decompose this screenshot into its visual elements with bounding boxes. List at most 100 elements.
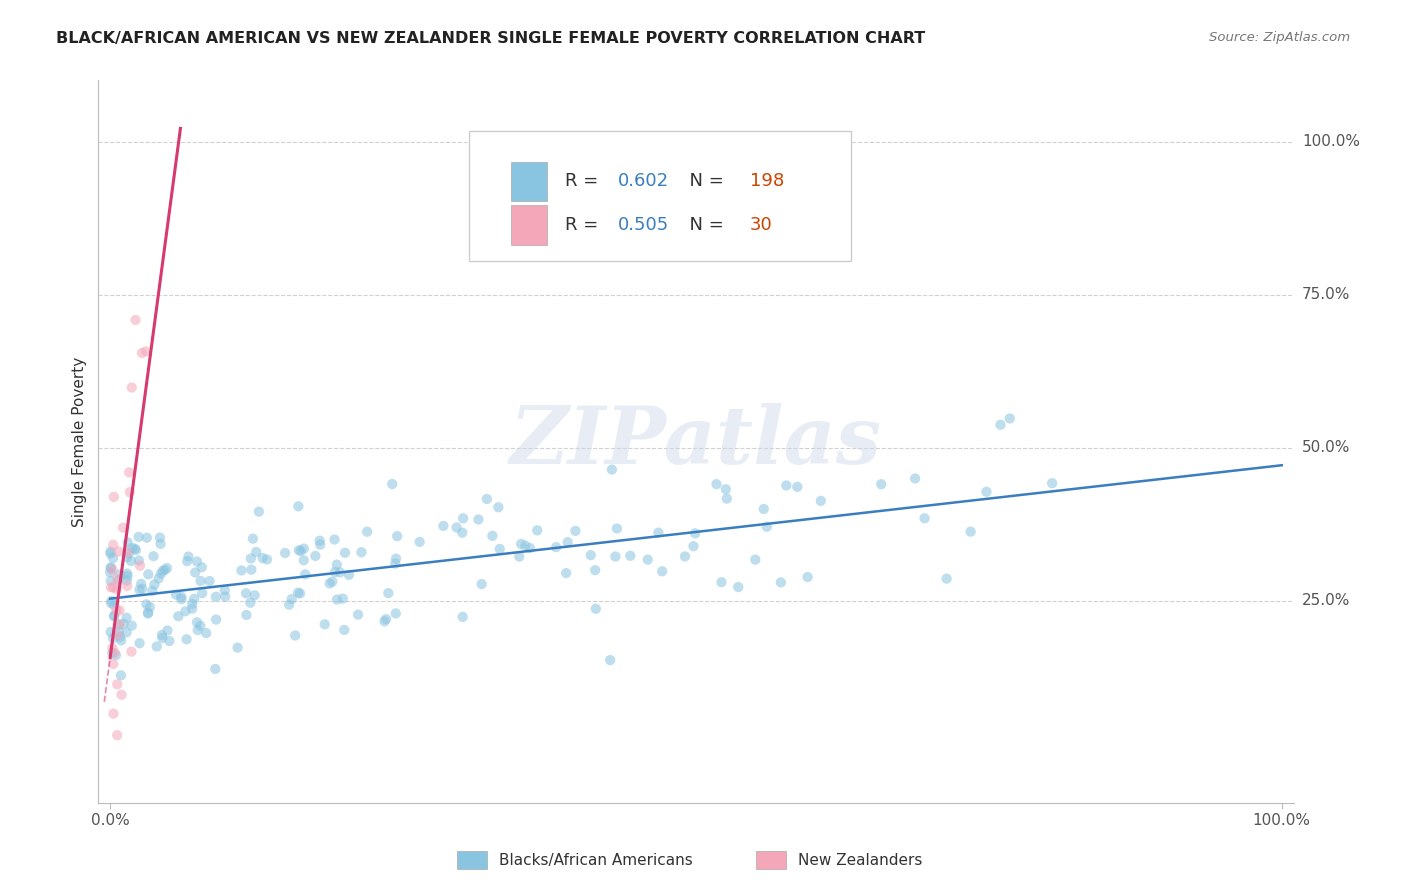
Point xyxy=(105,728,128,742)
Point xyxy=(174,604,197,618)
Point xyxy=(115,625,138,640)
Point xyxy=(384,607,406,621)
Point xyxy=(191,560,214,574)
Point xyxy=(186,554,208,568)
Point xyxy=(585,601,607,615)
Point xyxy=(673,549,696,564)
Point xyxy=(326,558,349,572)
Point xyxy=(105,603,128,617)
Point xyxy=(108,603,131,617)
Point xyxy=(481,529,503,543)
Point xyxy=(107,617,129,632)
Point xyxy=(100,544,122,558)
Point xyxy=(914,511,936,525)
Point xyxy=(243,588,266,602)
Point xyxy=(605,549,627,564)
Y-axis label: Single Female Poverty: Single Female Poverty xyxy=(72,357,87,526)
Text: R =: R = xyxy=(565,172,603,190)
Point xyxy=(752,502,775,516)
Point xyxy=(117,535,139,549)
Point xyxy=(136,606,159,620)
Point xyxy=(117,569,139,583)
Point xyxy=(115,579,138,593)
Point xyxy=(204,662,226,676)
Point xyxy=(935,572,957,586)
Text: 30: 30 xyxy=(749,216,772,234)
Point xyxy=(98,566,121,580)
Point xyxy=(606,521,628,535)
Point xyxy=(375,612,398,626)
Point xyxy=(959,524,981,539)
Point xyxy=(381,477,404,491)
Point xyxy=(284,628,307,642)
Text: 0.602: 0.602 xyxy=(619,172,669,190)
Point xyxy=(308,533,330,548)
Point xyxy=(385,551,408,566)
Point xyxy=(108,567,131,582)
Point xyxy=(337,567,360,582)
Point xyxy=(136,567,159,582)
Point xyxy=(998,411,1021,425)
Point xyxy=(467,512,489,526)
Point xyxy=(131,582,153,596)
Point xyxy=(290,544,312,558)
Text: New Zealanders: New Zealanders xyxy=(797,853,922,868)
Point xyxy=(148,571,170,585)
Point xyxy=(100,594,122,608)
FancyBboxPatch shape xyxy=(756,851,786,870)
Point xyxy=(105,572,128,586)
Point xyxy=(870,477,893,491)
Point xyxy=(377,586,399,600)
Point xyxy=(149,537,172,551)
Point xyxy=(245,545,267,559)
Point xyxy=(323,533,346,547)
Point xyxy=(188,619,211,633)
Point xyxy=(110,668,132,682)
FancyBboxPatch shape xyxy=(510,161,547,202)
Point xyxy=(451,511,474,525)
Point xyxy=(156,561,179,575)
Point xyxy=(214,583,236,598)
Text: Source: ZipAtlas.com: Source: ZipAtlas.com xyxy=(1209,31,1350,45)
Point xyxy=(121,618,143,632)
Point xyxy=(471,577,494,591)
Point xyxy=(100,625,122,640)
Point xyxy=(287,500,309,514)
Point xyxy=(976,484,998,499)
Text: BLACK/AFRICAN AMERICAN VS NEW ZEALANDER SINGLE FEMALE POVERTY CORRELATION CHART: BLACK/AFRICAN AMERICAN VS NEW ZEALANDER … xyxy=(56,31,925,46)
Point xyxy=(252,551,274,566)
Point xyxy=(145,640,167,654)
Point xyxy=(156,624,179,638)
Point xyxy=(579,548,602,562)
Point xyxy=(347,607,370,622)
Point xyxy=(408,534,430,549)
Point xyxy=(647,525,669,540)
Point xyxy=(135,531,157,545)
Point xyxy=(165,588,187,602)
Text: R =: R = xyxy=(565,216,603,234)
Point xyxy=(451,525,474,540)
Point xyxy=(195,626,218,640)
Point xyxy=(149,531,172,545)
Point xyxy=(100,574,122,588)
Point xyxy=(287,585,309,599)
Point xyxy=(682,539,704,553)
Point xyxy=(356,524,378,539)
Point xyxy=(326,592,349,607)
Point xyxy=(125,543,148,558)
Point xyxy=(105,677,128,691)
Point xyxy=(769,575,792,590)
Point xyxy=(183,591,205,606)
Point xyxy=(181,597,204,611)
Point xyxy=(274,546,297,560)
Point xyxy=(107,573,129,587)
Point xyxy=(104,648,127,662)
Point xyxy=(101,646,124,660)
Point xyxy=(108,617,131,632)
Point xyxy=(583,563,606,577)
Point xyxy=(103,490,125,504)
Point xyxy=(451,610,474,624)
Point xyxy=(373,615,395,629)
Point xyxy=(332,591,354,606)
Point xyxy=(152,631,174,645)
